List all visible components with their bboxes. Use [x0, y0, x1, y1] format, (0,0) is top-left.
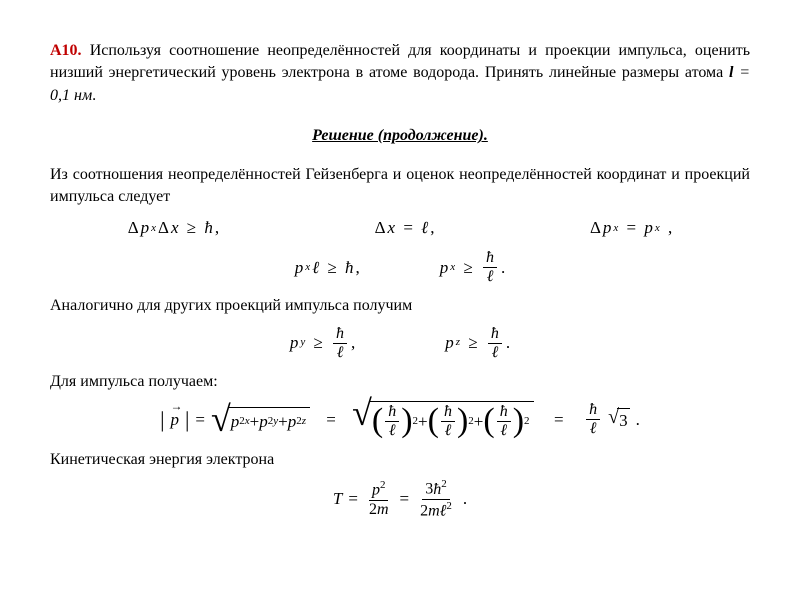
paragraph-2: Аналогично для других проекций импульса … [50, 295, 750, 317]
eq-2b: px ≥ ħℓ. [440, 250, 505, 285]
eq-5: T = p2 2m = 3ħ2 2mℓ2 . [333, 479, 467, 519]
eq-2a: pxℓ ≥ ħ, [295, 256, 360, 280]
equation-row-1: Δpx Δx ≥ ħ, Δx = ℓ, Δpx = px , [50, 216, 750, 240]
problem-period: . [92, 87, 96, 104]
paragraph-1: Из соотношения неопределённостей Гейзенб… [50, 164, 750, 209]
eq-3a: py ≥ ħℓ, [290, 326, 355, 361]
paragraph-4: Кинетическая энергия электрона [50, 449, 750, 471]
equation-row-3: py ≥ ħℓ, pz ≥ ħℓ. [50, 326, 750, 361]
problem-text-1: Используя соотношение неопределённостей … [50, 42, 750, 81]
problem-statement: А10. Используя соотношение неопределённо… [50, 40, 750, 107]
solution-header: Решение (продолжение). [50, 125, 750, 147]
equation-row-4: |→p| = √ p2x + p2y + p2z = √ (ħℓ)2 + (ħℓ… [50, 401, 750, 439]
eq-1a: Δpx Δx ≥ ħ, [128, 216, 219, 240]
eq-1b: Δx = ℓ, [375, 216, 435, 240]
equation-row-2: pxℓ ≥ ħ, px ≥ ħℓ. [50, 250, 750, 285]
problem-code: А10. [50, 42, 82, 59]
equation-row-5: T = p2 2m = 3ħ2 2mℓ2 . [50, 479, 750, 519]
paragraph-3: Для импульса получаем: [50, 371, 750, 393]
eq-4: |→p| = √ p2x + p2y + p2z = √ (ħℓ)2 + (ħℓ… [160, 401, 640, 439]
eq-1c: Δpx = px , [590, 216, 672, 240]
eq-3b: pz ≥ ħℓ. [445, 326, 510, 361]
